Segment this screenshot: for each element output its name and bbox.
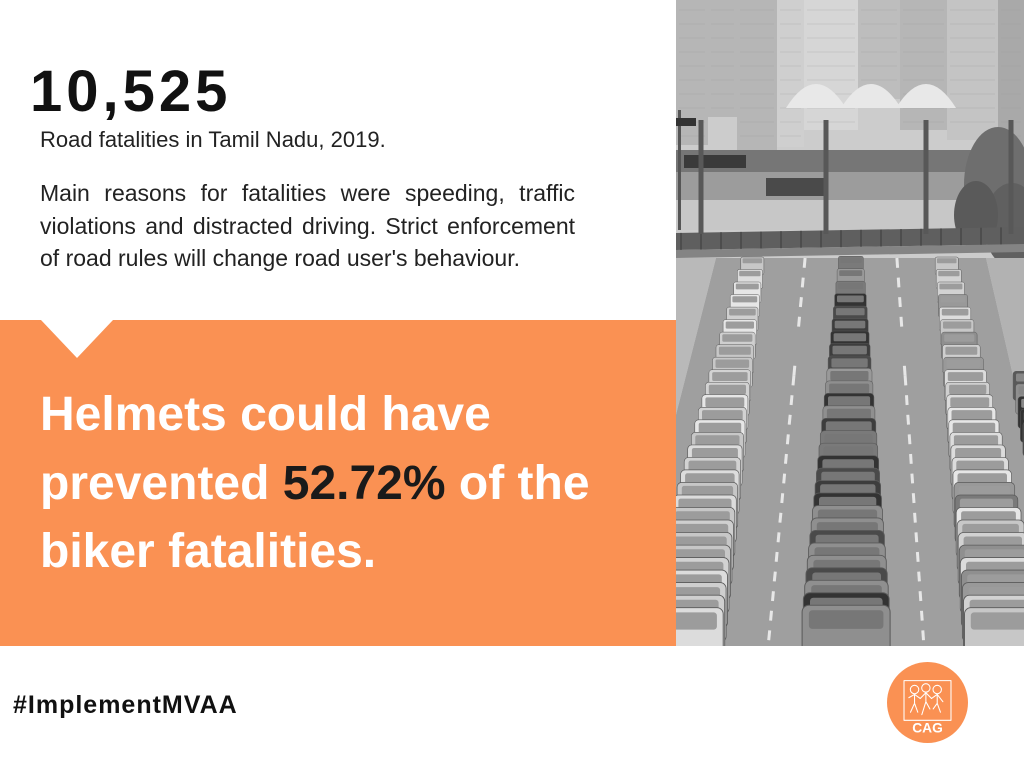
svg-text:CAG: CAG <box>912 720 943 735</box>
